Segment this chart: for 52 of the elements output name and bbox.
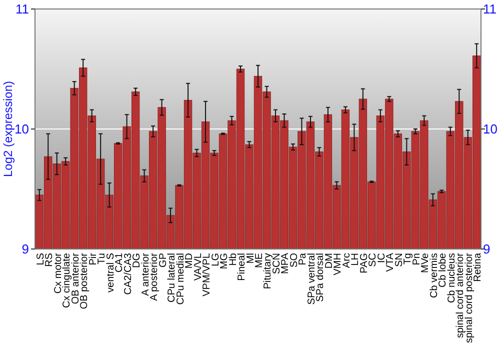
x-tick-label: GP (158, 252, 169, 268)
x-tick-label: Tu (96, 253, 108, 264)
x-tick-label: Hb (228, 252, 239, 266)
x-tick-label: Arc (341, 253, 352, 268)
x-tick-label: SO (288, 252, 300, 268)
y2-tick-label: 11 (483, 2, 496, 17)
x-tick-label: Pir (88, 252, 99, 266)
x-tick-label: CA1 (114, 252, 126, 272)
x-tick-label: DG (132, 252, 143, 268)
x-tick-label: IC (376, 253, 388, 263)
y2-tick-label: 10 (483, 122, 498, 137)
x-tick-label: Retina (472, 252, 484, 282)
x-tick-label: Tg (402, 253, 414, 265)
y-tick-label: 9 (22, 242, 29, 257)
x-tick-label: A anterior (140, 252, 152, 296)
x-tick-label: Cb lobe (438, 252, 449, 288)
y-tick-label: 11 (16, 2, 29, 17)
x-tick-label: Ml (245, 253, 256, 264)
y-tick-label: 10 (14, 122, 29, 137)
x-tick-label: LH (350, 253, 362, 266)
x-tick-label: VMH (332, 253, 344, 276)
x-tick-label: RS (44, 252, 56, 267)
x-tick-label: A posterior (149, 252, 160, 301)
x-tick-label: Cb nucleus (446, 253, 458, 304)
x-tick-label: OB posterior (79, 252, 90, 310)
x-tick-label: Pn (411, 253, 422, 266)
y-axis-title: Log2 (expression) (1, 80, 15, 178)
x-tick-label: spinal cord anterior (455, 252, 466, 338)
x-tick-label: LG (210, 252, 222, 266)
x-tick-label: MVe (420, 252, 432, 274)
x-tick-label: SPa ventral (306, 253, 318, 305)
x-tick-label: Cx cingulate (62, 252, 73, 308)
x-tick-label: DM (324, 253, 335, 269)
x-tick-label: Cb vermis (428, 253, 440, 298)
x-tick-label: Pa (298, 252, 309, 266)
x-tick-label: MPA (280, 252, 292, 274)
x-tick-label: PAG (358, 252, 370, 274)
x-tick-label: OB anterior (70, 252, 82, 304)
x-tick-label: SC (368, 253, 379, 267)
x-tick-label: VTA (385, 252, 396, 272)
x-tick-label: SPa dorsal (315, 253, 326, 302)
y2-tick-label: 9 (483, 242, 490, 257)
x-tick-label: spinal cord posterior (464, 252, 475, 344)
x-tick-label: VPM/VPL (202, 252, 213, 296)
x-tick-label: Pituitary (262, 253, 274, 290)
x-tick-label: SCN (271, 253, 282, 274)
x-tick-label: ventral S (105, 252, 116, 292)
x-tick-label: ME (254, 252, 265, 268)
x-tick-label: LS (35, 252, 46, 266)
x-tick-label: CA2/CA3 (122, 252, 134, 295)
x-tick-label: SN (394, 253, 405, 267)
x-tick-label: CPu medial (175, 253, 186, 305)
